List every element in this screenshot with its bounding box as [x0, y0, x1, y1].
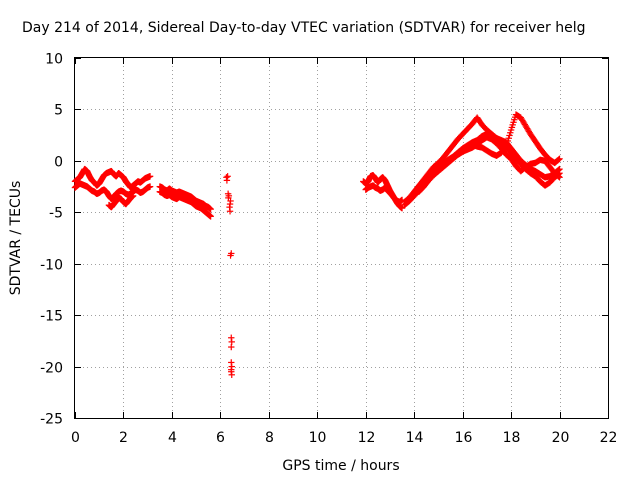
x-tick-label: 20 [552, 430, 570, 446]
x-tick-label: 18 [503, 430, 521, 446]
data-point [555, 156, 562, 163]
y-tick-label: 5 [54, 103, 63, 119]
y-axis-label: SDTVAR / TECUs [8, 181, 24, 296]
x-tick-label: 4 [168, 430, 177, 446]
data-point [505, 135, 512, 142]
y-tick-label: -5 [49, 206, 63, 222]
x-tick-label: 16 [455, 430, 473, 446]
x-axis-label: GPS time / hours [282, 458, 399, 474]
series-1 [71, 180, 154, 203]
chart-title: Day 214 of 2014, Sidereal Day-to-day VTE… [22, 20, 585, 36]
x-tick-label: 12 [358, 430, 376, 446]
y-tick-label: -10 [40, 258, 63, 274]
data-point [556, 174, 563, 181]
x-tick-label: 2 [119, 430, 128, 446]
data-point [207, 206, 214, 213]
data-point [506, 132, 513, 139]
data-point [503, 143, 510, 150]
y-tick-label: 0 [54, 155, 63, 171]
data-points [71, 111, 563, 378]
x-tick-label: 14 [406, 430, 424, 446]
series-4 [156, 188, 214, 220]
y-tick-label: -25 [40, 412, 63, 428]
data-point [207, 213, 214, 220]
data-point [146, 173, 154, 180]
data-point [555, 173, 562, 180]
data-point [228, 250, 235, 257]
x-tick-label: 0 [71, 430, 80, 446]
data-point [228, 343, 235, 351]
axis-ticks [75, 58, 609, 419]
y-tick-labels: -25 -20 -15 -10 -5 0 5 10 [40, 52, 63, 428]
x-tick-label: 22 [600, 430, 618, 446]
series-11 [425, 134, 563, 183]
x-tick-label: 8 [265, 430, 274, 446]
x-tick-label: 6 [216, 430, 225, 446]
y-tick-label: -20 [40, 361, 63, 377]
plot-frame [74, 57, 609, 419]
series-0 [71, 165, 154, 191]
y-tick-label: -15 [40, 309, 63, 325]
data-point [227, 197, 234, 205]
data-point [226, 208, 234, 215]
series-2 [105, 192, 137, 211]
x-tick-labels: 0 2 4 6 8 10 12 14 16 18 20 22 [71, 430, 617, 446]
data-point [223, 177, 231, 184]
data-point [228, 368, 235, 375]
data-point [129, 192, 137, 200]
series-7 [362, 182, 406, 206]
data-point [225, 192, 233, 200]
y-tick-label: 10 [45, 52, 63, 68]
x-tick-label: 10 [309, 430, 327, 446]
data-point [507, 129, 514, 136]
data-point [504, 137, 512, 145]
series-5 [223, 173, 235, 378]
data-point [146, 183, 154, 190]
data-point [224, 173, 231, 180]
data-point [503, 140, 511, 147]
data-point [556, 155, 563, 162]
